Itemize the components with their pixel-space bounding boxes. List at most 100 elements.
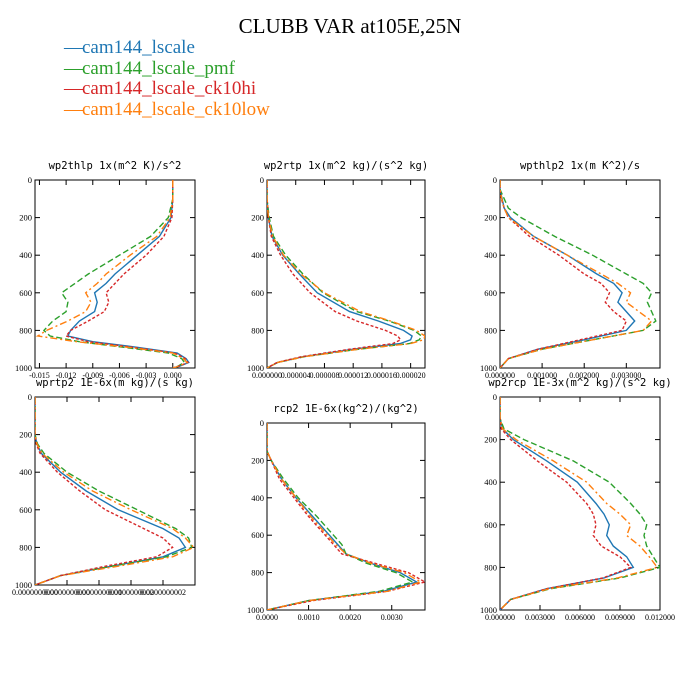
series-line xyxy=(500,397,660,610)
plot-title: wp2rcp 1E-3x(m^2 kg)/(s^2 kg) xyxy=(488,377,671,389)
y-tick-label: 600 xyxy=(19,288,32,298)
y-tick-label: 400 xyxy=(19,467,32,477)
chart-title: CLUBB VAR at105E,25N xyxy=(238,14,462,38)
y-tick-label: 600 xyxy=(484,520,497,530)
y-tick-label: 200 xyxy=(251,213,264,223)
plot-frame xyxy=(34,179,196,369)
series-line xyxy=(35,397,195,585)
x-tick-label: 0.0000000002 xyxy=(108,588,154,597)
x-tick-label: 0.009000 xyxy=(605,613,635,622)
legend-label: cam144_lscale xyxy=(82,37,195,58)
series-line xyxy=(267,180,423,368)
x-tick-label: 0.0000 xyxy=(256,613,278,622)
plot-title: wp2thlp 1x(m^2 K)/s^2 xyxy=(49,160,182,172)
y-tick-label: 400 xyxy=(19,250,32,260)
x-tick-label: 0.000016 xyxy=(367,371,397,380)
x-tick-label: 0.0020 xyxy=(339,613,361,622)
y-tick-label: 1000 xyxy=(247,363,264,373)
series-line xyxy=(42,180,186,368)
series-line xyxy=(35,397,174,585)
plot-panel: wp2rcp 1E-3x(m^2 kg)/(s^2 kg) 0 200 400 600 8… xyxy=(480,377,675,622)
x-tick-label: 0.0000000002 xyxy=(140,588,186,597)
y-tick-label: 200 xyxy=(19,430,32,440)
x-tick-label: 0.003000 xyxy=(525,613,555,622)
x-tick-label: 0.000 xyxy=(164,371,182,380)
x-tick-label: 0.000000 xyxy=(485,613,515,622)
x-tick-label: 0.0000000000 xyxy=(44,588,90,597)
plot-panel: wp2rtp 1x(m^2 kg)/(s^2 kg)0 200 400 600 800 1… xyxy=(247,160,428,380)
y-tick-label: 0 xyxy=(28,175,32,185)
y-tick-label: 0 xyxy=(28,392,32,402)
x-tick-label: 0.002000 xyxy=(569,371,599,380)
series-line xyxy=(35,397,193,585)
plot-title: rcp2 1E-6x(kg^2)/(kg^2) xyxy=(273,403,418,415)
series-line xyxy=(267,423,419,610)
series-line xyxy=(500,397,635,610)
plot-panel: wprtp2 1E-6x(m kg)/(s kg) 0 200 400 600 800 10… xyxy=(12,377,196,597)
x-tick-label: -0.009 xyxy=(82,371,103,380)
legend-label: cam144_lscale_ck10hi xyxy=(82,78,257,99)
series-line xyxy=(35,180,189,368)
y-tick-label: 600 xyxy=(251,288,264,298)
y-tick-label: 400 xyxy=(251,493,264,503)
series-line xyxy=(500,397,659,610)
x-tick-label: -0.012 xyxy=(56,371,77,380)
plot-frame xyxy=(266,422,426,611)
plot-title: wprtp2 1E-6x(m kg)/(s kg) xyxy=(36,377,194,389)
plot-panel: rcp2 1E-6x(kg^2)/(kg^2) 0 200 400 600 800 1000… xyxy=(247,403,426,622)
x-tick-label: 0.012000 xyxy=(645,613,675,622)
y-tick-label: 200 xyxy=(251,455,264,465)
plot-panel: wp2thlp 1x(m^2 K)/s^202004006008001000-0… xyxy=(15,160,196,380)
series-line xyxy=(500,180,657,368)
y-tick-label: 400 xyxy=(484,250,497,260)
legend-label: cam144_lscale_pmf xyxy=(82,57,236,79)
legend-line-icon: — xyxy=(64,37,83,58)
y-tick-label: 800 xyxy=(251,325,264,335)
y-tick-label: 800 xyxy=(484,325,497,335)
legend-item: —cam144_lscale_ck10hi xyxy=(64,78,270,100)
series-line xyxy=(267,423,425,610)
series-line xyxy=(267,180,425,368)
y-tick-label: 200 xyxy=(19,213,32,223)
y-tick-label: 1000 xyxy=(15,363,32,373)
y-tick-label: 1000 xyxy=(15,580,32,590)
legend-label: cam144_lscale_ck10low xyxy=(82,98,270,120)
x-tick-label: 0.003000 xyxy=(611,371,641,380)
x-tick-label: 0.000004 xyxy=(281,371,311,380)
y-tick-label: 400 xyxy=(484,477,497,487)
series-line xyxy=(267,180,413,368)
legend-item: —cam144_lscale xyxy=(64,37,270,59)
y-tick-label: 600 xyxy=(19,505,32,515)
series-line xyxy=(500,180,636,368)
x-tick-label: 0.000000 xyxy=(252,371,282,380)
y-tick-label: 400 xyxy=(251,250,264,260)
y-tick-label: 200 xyxy=(484,435,497,445)
x-tick-label: 0.000020 xyxy=(396,371,426,380)
x-tick-label: 0.000000 xyxy=(485,371,515,380)
y-tick-label: 0 xyxy=(493,175,497,185)
legend-item: —cam144_lscale_pmf xyxy=(64,57,270,80)
x-tick-label: 0.001000 xyxy=(527,371,557,380)
y-tick-label: 0 xyxy=(493,392,497,402)
legend-line-icon: — xyxy=(64,98,83,120)
y-tick-label: 600 xyxy=(484,288,497,298)
plot-panel: wpthlp2 1x(m K^2)/s020040060080010000.00… xyxy=(480,160,661,380)
plot-frame xyxy=(34,396,196,586)
y-tick-label: 1000 xyxy=(480,605,497,615)
x-tick-label: 0.0000000000 xyxy=(12,588,58,597)
plot-frame xyxy=(499,396,661,611)
legend: —cam144_lscale —cam144_lscale_pmf —cam14… xyxy=(64,37,270,120)
x-tick-label: 0.0010 xyxy=(298,613,320,622)
plot-frame xyxy=(266,179,426,369)
x-tick-label: 0.0030 xyxy=(381,613,403,622)
y-tick-label: 1000 xyxy=(480,363,497,373)
series-line xyxy=(500,180,653,368)
series-line xyxy=(500,180,628,368)
x-tick-label: 0.0000000001 xyxy=(76,588,122,597)
x-tick-label: 0.006000 xyxy=(565,613,595,622)
y-tick-label: 200 xyxy=(484,213,497,223)
series-line xyxy=(500,397,632,610)
y-tick-label: 800 xyxy=(484,562,497,572)
y-tick-label: 0 xyxy=(260,418,264,428)
plot-title: wp2rtp 1x(m^2 kg)/(s^2 kg) xyxy=(264,160,428,172)
